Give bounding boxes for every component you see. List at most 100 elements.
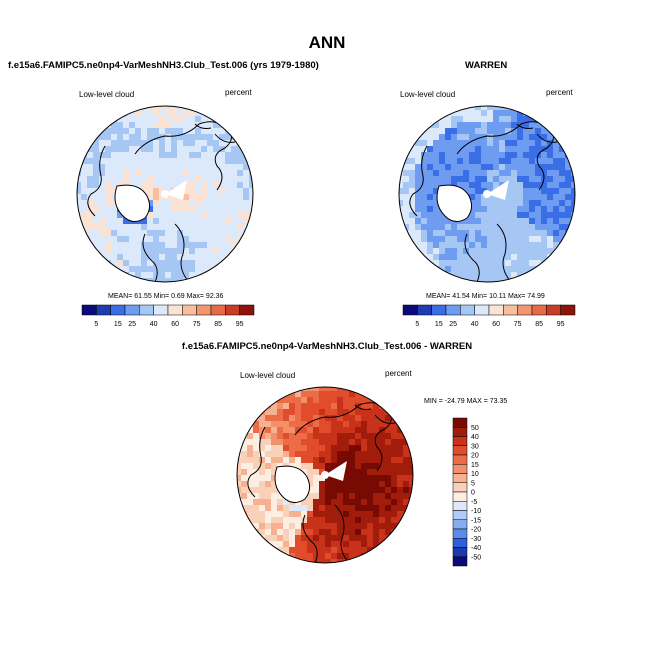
- map-cell: [301, 403, 308, 410]
- map-cell: [427, 230, 434, 237]
- map-cell: [379, 535, 386, 542]
- map-cell: [259, 523, 266, 530]
- map-cell: [259, 463, 266, 470]
- colorbar-tick-label: -30: [471, 536, 481, 543]
- map-cell: [219, 206, 226, 213]
- map-cell: [559, 182, 566, 189]
- map-cell: [301, 427, 308, 434]
- map-cell: [463, 224, 470, 231]
- map-cell: [201, 236, 208, 243]
- map-cell: [313, 391, 320, 398]
- map-cell: [147, 128, 154, 135]
- colorbar-swatch: [452, 501, 468, 511]
- map-cell: [361, 463, 368, 470]
- map-cell: [201, 128, 208, 135]
- map-cell: [153, 122, 160, 129]
- map-cell: [433, 134, 440, 141]
- map-cell: [319, 493, 326, 500]
- map-cell: [559, 188, 566, 195]
- map-cell: [349, 445, 356, 452]
- map-cell: [451, 254, 458, 261]
- map-cell: [195, 206, 202, 213]
- map-cell: [571, 182, 575, 189]
- map-cell: [331, 457, 338, 464]
- map-cell: [177, 122, 184, 129]
- map-cell: [99, 242, 106, 249]
- map-cell: [523, 146, 530, 153]
- map-cell: [295, 391, 302, 398]
- map-cell: [457, 272, 464, 279]
- map-cell: [201, 260, 208, 267]
- map-cell: [391, 499, 398, 506]
- map-cell: [349, 493, 356, 500]
- map-cell: [403, 164, 410, 171]
- map-cell: [247, 433, 254, 440]
- map-cell: [105, 200, 112, 207]
- map-cell: [81, 164, 88, 171]
- map-cell: [225, 218, 232, 225]
- map-cell: [93, 230, 100, 237]
- map-cell: [141, 128, 148, 135]
- map-cell: [271, 457, 278, 464]
- map-cell: [289, 457, 296, 464]
- map-cell: [469, 122, 476, 129]
- map-cell: [105, 230, 112, 237]
- map-cell: [571, 218, 575, 225]
- map-cell: [361, 469, 368, 476]
- map-cell: [325, 547, 332, 554]
- map-cell: [535, 200, 542, 207]
- map-cell: [457, 152, 464, 159]
- map-cell: [307, 463, 314, 470]
- map-cell: [301, 541, 308, 548]
- map-cell: [117, 164, 124, 171]
- map-cell: [325, 517, 332, 524]
- map-cell: [469, 254, 476, 261]
- map-cell: [337, 421, 344, 428]
- map-cell: [343, 457, 350, 464]
- map-cell: [295, 415, 302, 422]
- map-cell: [295, 523, 302, 530]
- map-cell: [231, 152, 238, 159]
- map-cell: [171, 254, 178, 261]
- map-cell: [475, 182, 482, 189]
- map-cell: [195, 134, 202, 141]
- map-cell: [399, 200, 404, 207]
- map-cell: [213, 128, 220, 135]
- map-cell: [171, 106, 178, 111]
- map-cell: [511, 146, 518, 153]
- map-cell: [343, 427, 350, 434]
- map-cell: [343, 433, 350, 440]
- map-cell: [541, 170, 548, 177]
- map-cell: [325, 553, 332, 560]
- map-cell: [129, 170, 136, 177]
- map-cell: [469, 140, 476, 147]
- map-cell: [433, 176, 440, 183]
- map-cell: [307, 523, 314, 530]
- map-cell: [129, 224, 136, 231]
- map-cell: [553, 170, 560, 177]
- map-cell: [277, 535, 284, 542]
- map-cell: [147, 188, 154, 195]
- map-cell: [457, 236, 464, 243]
- map-cell: [499, 212, 506, 219]
- map-cell: [237, 457, 242, 464]
- map-cell: [367, 493, 374, 500]
- map-cell: [409, 475, 413, 482]
- map-cell: [243, 218, 250, 225]
- map-cell: [373, 463, 380, 470]
- map-cell: [481, 158, 488, 165]
- map-cell: [237, 176, 244, 183]
- map-cell: [289, 403, 296, 410]
- map-cell: [343, 541, 350, 548]
- map-cell: [171, 278, 178, 282]
- map-cell: [201, 212, 208, 219]
- map-cell: [265, 499, 272, 506]
- map-cell: [201, 116, 208, 123]
- map-cell: [307, 457, 314, 464]
- map-cell: [337, 517, 344, 524]
- map-cell: [379, 445, 386, 452]
- colorbar-swatch: [474, 304, 490, 316]
- map-cell: [183, 224, 190, 231]
- map-cell: [289, 409, 296, 416]
- map-cell: [265, 481, 272, 488]
